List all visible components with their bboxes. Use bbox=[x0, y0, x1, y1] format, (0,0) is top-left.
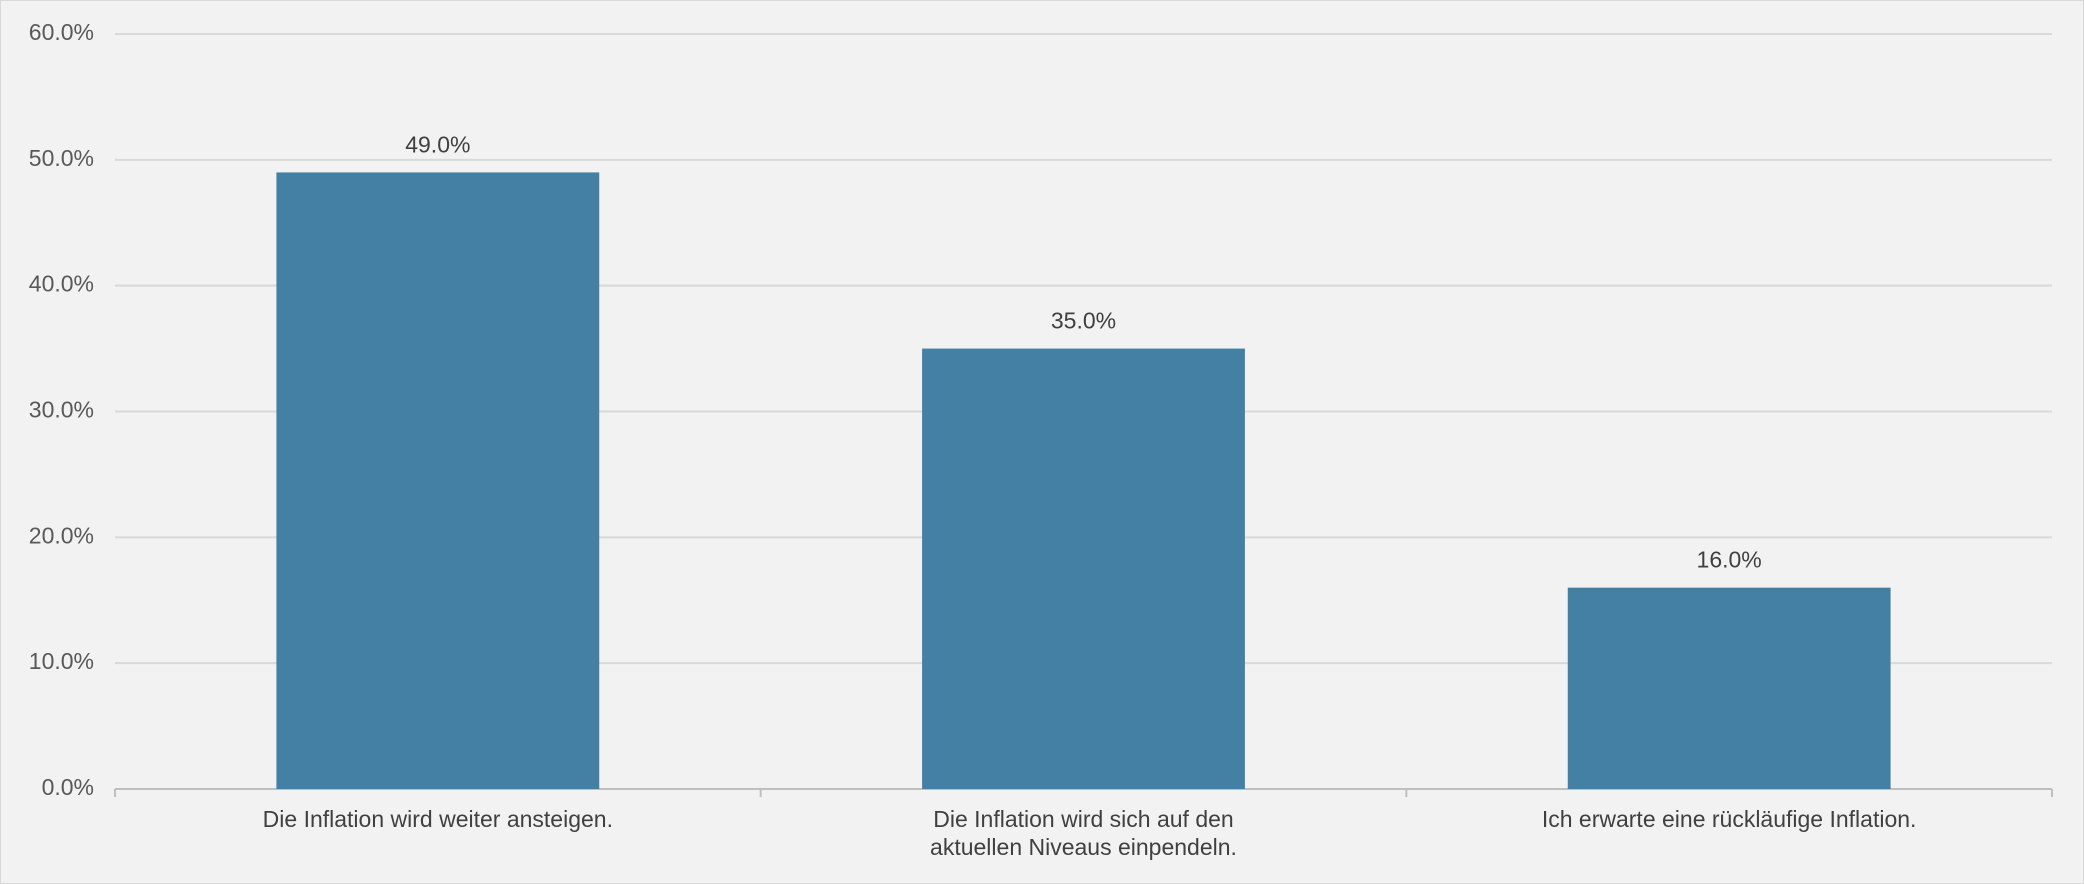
y-tick-label: 0.0% bbox=[42, 774, 94, 800]
value-label: 16.0% bbox=[1697, 547, 1762, 573]
y-tick-label: 60.0% bbox=[29, 19, 94, 45]
y-tick-label: 40.0% bbox=[29, 271, 94, 297]
value-label: 49.0% bbox=[405, 131, 470, 157]
y-tick-label: 20.0% bbox=[29, 522, 94, 548]
y-tick-label: 30.0% bbox=[29, 397, 94, 423]
y-tick-label: 10.0% bbox=[29, 648, 94, 674]
bar bbox=[1567, 587, 1891, 789]
value-label: 35.0% bbox=[1051, 308, 1116, 334]
x-tick-label: Die Inflation wird sich auf den aktuelle… bbox=[930, 806, 1237, 860]
x-tick-label: Die Inflation wird weiter ansteigen. bbox=[262, 806, 613, 832]
x-tick-label: Ich erwarte eine rückläufige Inflation. bbox=[1541, 806, 1917, 832]
y-tick-label: 50.0% bbox=[29, 145, 94, 171]
bar bbox=[922, 348, 1245, 789]
bar bbox=[276, 172, 600, 789]
